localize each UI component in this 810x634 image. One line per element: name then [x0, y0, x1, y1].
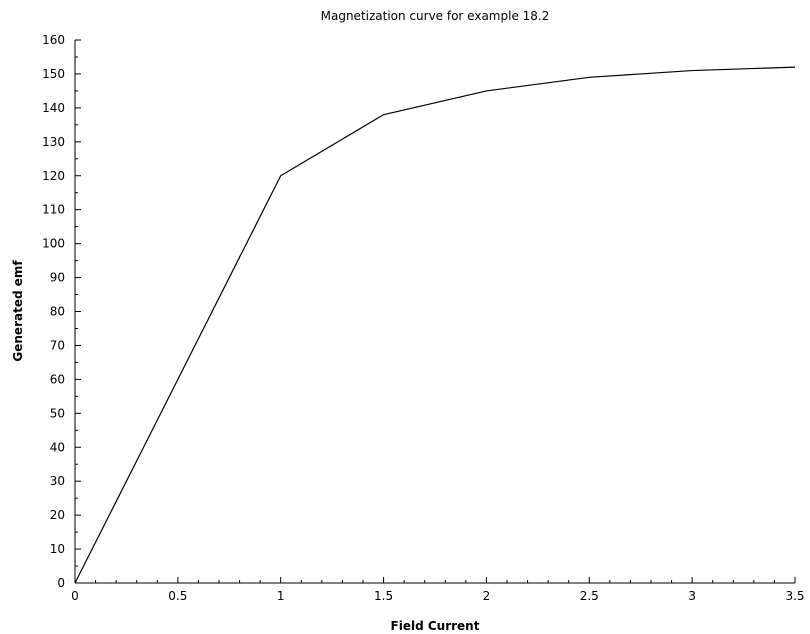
x-tick-label: 0 [71, 589, 79, 603]
y-tick-label: 110 [42, 203, 65, 217]
y-tick-label: 50 [50, 406, 65, 420]
y-tick-label: 160 [42, 33, 65, 47]
y-tick-label: 100 [42, 237, 65, 251]
y-tick-label: 30 [50, 474, 65, 488]
series-line-1 [74, 66, 796, 584]
x-tick-label: 3.5 [785, 589, 804, 603]
y-tick-label: 140 [42, 101, 65, 115]
x-tick-label: 3 [688, 589, 696, 603]
series-group [74, 66, 796, 584]
y-tick-label: 150 [42, 67, 65, 81]
y-ticks: 0 10 20 30 40 50 60 70 80 90 100 110 120 130 140 150 160 [42, 33, 81, 590]
chart-title: Magnetization curve for example 18.2 [321, 9, 550, 23]
y-tick-label: 80 [50, 305, 65, 319]
y-tick-label: 60 [50, 372, 65, 386]
y-tick-label: 70 [50, 338, 65, 352]
y-tick-label: 90 [50, 271, 65, 285]
x-ticks: 0 0.5 1 1.5 2 2.5 3 3.5 [71, 577, 805, 603]
plot-area: 0 0.5 1 1.5 2 2.5 3 3.5 0 10 20 30 40 50 60 70 80 90 100 1… [42, 33, 804, 603]
x-tick-label: 2.5 [580, 589, 599, 603]
y-tick-label: 20 [50, 508, 65, 522]
y-tick-label: 130 [42, 135, 65, 149]
y-axis-label: Generated emf [11, 260, 25, 362]
x-tick-label: 2 [483, 589, 491, 603]
y-tick-label: 40 [50, 440, 65, 454]
x-tick-label: 0.5 [168, 589, 187, 603]
y-tick-label: 0 [57, 576, 65, 590]
y-tick-label: 120 [42, 169, 65, 183]
x-tick-label: 1 [277, 589, 285, 603]
x-axis-label: Field Current [391, 619, 480, 633]
y-tick-label: 10 [50, 542, 65, 556]
x-tick-label: 1.5 [374, 589, 393, 603]
